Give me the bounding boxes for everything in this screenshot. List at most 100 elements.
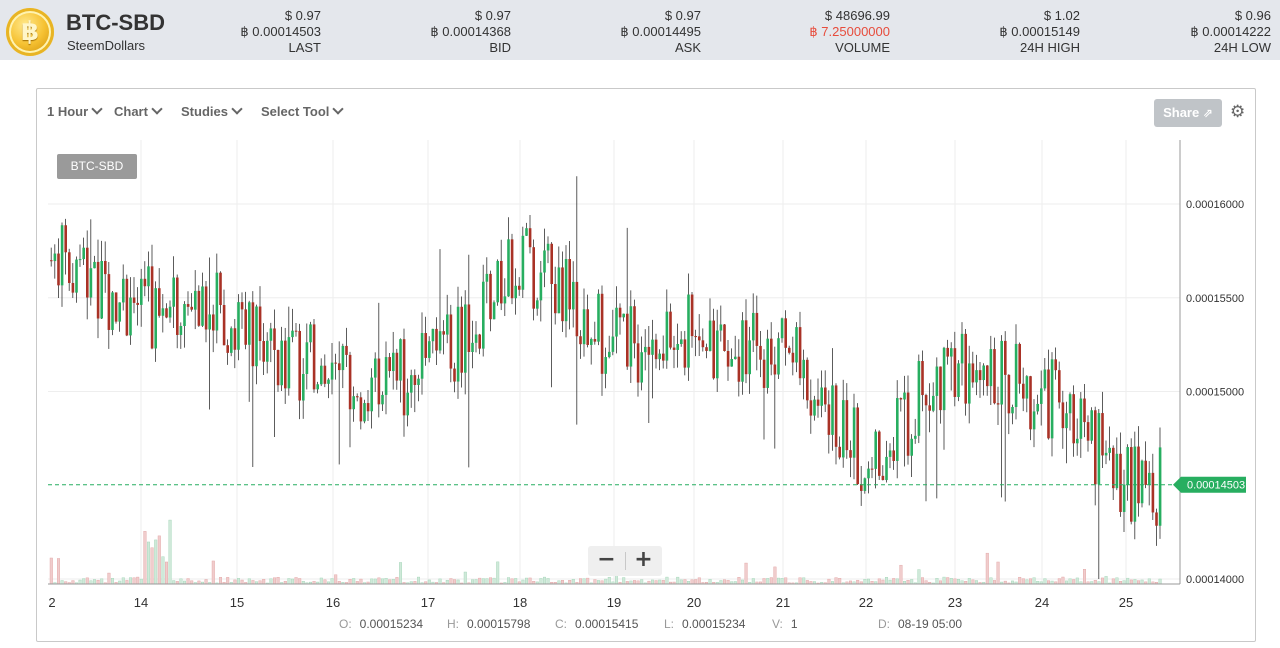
- candle-body: [474, 334, 478, 343]
- candle-body: [968, 363, 971, 404]
- candle-body: [143, 278, 147, 287]
- chart-type-dropdown[interactable]: Chart: [114, 103, 163, 119]
- volume-bar: [906, 580, 910, 585]
- x-tick-label: 25: [1119, 595, 1133, 610]
- interval-dropdown[interactable]: 1 Hour: [47, 103, 103, 119]
- y-tick-label: 0.00016000: [1186, 199, 1244, 211]
- volume-bar: [168, 519, 172, 585]
- volume-bar: [568, 580, 572, 585]
- candle-body: [266, 340, 269, 362]
- candle-body: [492, 302, 496, 320]
- volume-bar: [1136, 580, 1140, 585]
- candle-body: [1061, 402, 1065, 429]
- candle-body: [374, 358, 377, 378]
- candle-body: [449, 314, 453, 369]
- volume-bar: [719, 580, 723, 585]
- candle-body: [896, 398, 899, 461]
- volume-bar: [427, 579, 431, 585]
- stat-bid: $ 0.97 ฿ 0.00014368 BID: [430, 8, 511, 55]
- candle-body: [453, 368, 456, 382]
- candle-body: [212, 314, 215, 331]
- volume-bar: [935, 578, 939, 585]
- volume-bar: [298, 578, 302, 585]
- candle-body: [161, 308, 165, 316]
- candle-body: [892, 450, 895, 461]
- volume-bar: [82, 578, 86, 585]
- candle-body: [744, 320, 748, 375]
- x-tick-label: 20: [687, 595, 701, 610]
- candle-body: [1137, 446, 1140, 504]
- volume-bar: [834, 577, 838, 585]
- candle-body: [536, 300, 539, 309]
- volume-bar: [679, 579, 683, 585]
- candle-body: [248, 302, 251, 345]
- volume-bar: [449, 578, 453, 585]
- candle-body: [280, 340, 283, 386]
- volume-bar: [319, 577, 323, 585]
- candle-body: [435, 328, 438, 351]
- candle-body: [71, 282, 75, 293]
- studies-dropdown[interactable]: Studies: [181, 103, 243, 119]
- candle-body: [878, 431, 881, 476]
- candle-body: [597, 293, 600, 342]
- zoom-in-button[interactable]: +: [634, 547, 653, 572]
- candle-body: [579, 336, 582, 345]
- volume-bar: [892, 578, 896, 585]
- volume-bar: [593, 579, 597, 585]
- volume-bar: [586, 577, 590, 585]
- candle-body: [1130, 447, 1133, 522]
- candle-body: [856, 407, 859, 485]
- volume-bar: [697, 577, 701, 585]
- candle-body: [240, 302, 244, 310]
- volume-bar: [989, 577, 993, 585]
- gear-icon[interactable]: ⚙: [1230, 102, 1246, 122]
- candle-body: [269, 328, 273, 341]
- candle-body: [1047, 369, 1050, 439]
- volume-bar: [543, 576, 547, 585]
- volume-bar: [240, 579, 244, 585]
- volume-bar: [417, 576, 421, 585]
- candle-body: [777, 338, 780, 375]
- volume-bar: [957, 579, 961, 585]
- candle-body: [665, 311, 669, 361]
- candle-body: [384, 357, 388, 395]
- candle-body: [1036, 403, 1039, 412]
- candle-body: [618, 307, 622, 318]
- volume-bar: [348, 579, 352, 585]
- volume-bar: [546, 578, 550, 585]
- candle-body: [824, 387, 827, 405]
- volume-bar: [741, 579, 745, 585]
- candle-body: [906, 392, 910, 456]
- share-button[interactable]: Share ⇗: [1154, 99, 1222, 127]
- volume-bar: [1043, 578, 1047, 585]
- candle-body: [60, 225, 64, 286]
- candle-body: [352, 396, 355, 410]
- candle-body: [489, 273, 492, 320]
- volume-bar: [154, 539, 158, 585]
- candle-body: [932, 395, 935, 411]
- candle-body: [860, 484, 863, 491]
- candle-body: [258, 306, 262, 341]
- volume-bar: [1104, 576, 1108, 585]
- volume-bar: [694, 579, 698, 585]
- stat-volume: $ 48696.99 ฿ 7.25000000 VOLUME: [809, 8, 890, 55]
- zoom-out-button[interactable]: −: [597, 547, 616, 572]
- candle-body: [1022, 383, 1025, 399]
- candle-body: [1158, 447, 1162, 526]
- candle-body: [377, 358, 381, 405]
- volume-bar: [471, 579, 475, 585]
- volume-bar: [1021, 578, 1025, 585]
- candle-body: [438, 331, 442, 351]
- candle-body: [165, 308, 168, 318]
- candle-body: [1151, 472, 1155, 513]
- candle-body: [1115, 453, 1119, 489]
- candle-body: [622, 313, 625, 318]
- candle-body: [294, 330, 298, 332]
- volume-bar: [1129, 579, 1133, 585]
- volume-bar: [1028, 578, 1032, 585]
- candle-body: [676, 344, 679, 350]
- candle-body: [420, 333, 424, 379]
- volume-bar: [463, 571, 467, 585]
- select-tool-dropdown[interactable]: Select Tool: [261, 103, 345, 119]
